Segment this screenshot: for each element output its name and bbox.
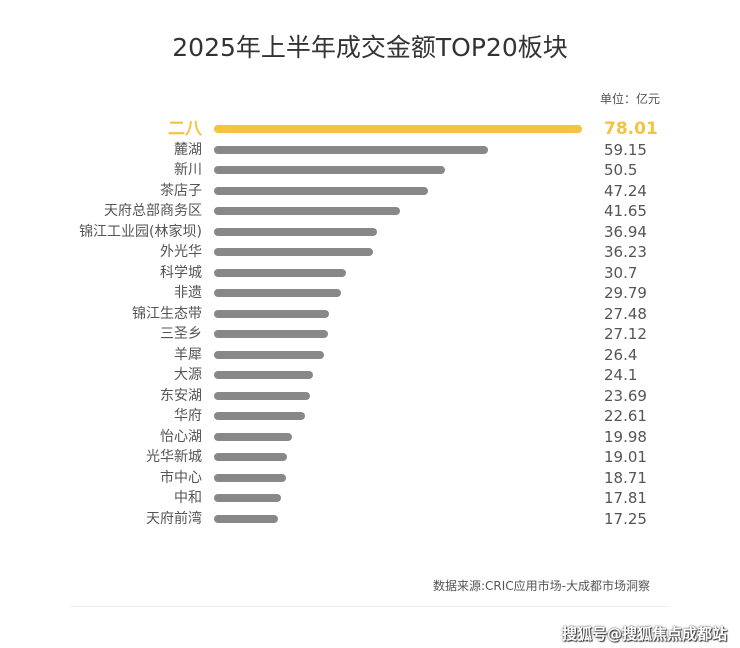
bar [214, 166, 445, 174]
value-label: 59.15 [604, 140, 647, 159]
value-label: 17.81 [604, 489, 647, 507]
category-label: 华府 [174, 408, 202, 424]
value-label: 30.7 [604, 263, 638, 282]
value-label: 36.23 [604, 243, 647, 261]
bar [214, 514, 279, 523]
bar [214, 309, 330, 318]
bar [214, 391, 311, 400]
category-label: 羊犀 [174, 346, 202, 363]
value-label: 26.4 [604, 345, 638, 364]
bar [214, 248, 374, 256]
value-label: 50.5 [604, 161, 638, 179]
value-label: 27.12 [604, 325, 647, 343]
value-label: 18.71 [604, 468, 647, 487]
watermark: 搜狐号@搜狐焦点成都站 [562, 625, 728, 643]
category-label: 二八 [168, 119, 202, 139]
category-label: 外光华 [160, 244, 202, 260]
bar [214, 186, 429, 195]
bar [214, 330, 328, 338]
bar [214, 473, 286, 482]
value-label: 47.24 [604, 181, 647, 200]
bar [214, 268, 346, 277]
value-label: 36.94 [604, 222, 647, 241]
unit-label: 单位：亿元 [600, 92, 661, 106]
category-label: 市中心 [160, 469, 202, 486]
bar [214, 227, 377, 236]
bar [214, 494, 282, 502]
value-label: 29.79 [604, 284, 647, 302]
value-label: 22.61 [604, 407, 647, 425]
bar [214, 207, 401, 215]
value-label: 27.48 [604, 304, 647, 323]
category-label: 科学城 [160, 264, 202, 281]
source-note: 数据来源:CRIC应用市场-大成都市场洞察 [433, 579, 651, 593]
category-label: 光华新城 [146, 449, 202, 465]
value-label: 17.25 [604, 509, 647, 528]
category-label: 麓湖 [174, 141, 202, 158]
bar [214, 453, 288, 461]
bar [214, 371, 313, 379]
bar [214, 145, 488, 154]
bar [214, 125, 583, 133]
category-label: 天府总部商务区 [104, 203, 202, 219]
bar [214, 289, 341, 297]
value-label: 24.1 [604, 366, 638, 384]
value-label: 19.01 [604, 448, 647, 466]
bar [214, 412, 306, 420]
divider [70, 606, 670, 607]
value-label: 41.65 [604, 202, 647, 220]
chart-title: 2025年上半年成交金额TOP20板块 [172, 33, 568, 62]
bar [214, 432, 292, 441]
category-label: 天府前湾 [146, 510, 202, 527]
category-label: 中和 [174, 490, 202, 506]
value-label: 23.69 [604, 386, 647, 405]
category-label: 茶店子 [160, 182, 202, 199]
value-label: 78.01 [604, 119, 658, 139]
category-label: 锦江生态带 [132, 305, 202, 322]
category-label: 怡心湖 [160, 428, 202, 445]
category-label: 三圣乡 [160, 326, 202, 342]
category-label: 锦江工业园(林家坝) [79, 223, 202, 240]
category-label: 大源 [174, 367, 202, 383]
bar [214, 350, 324, 359]
category-label: 新川 [174, 162, 202, 178]
value-label: 19.98 [604, 427, 647, 446]
category-label: 非遗 [174, 285, 202, 301]
category-label: 东安湖 [160, 387, 202, 404]
